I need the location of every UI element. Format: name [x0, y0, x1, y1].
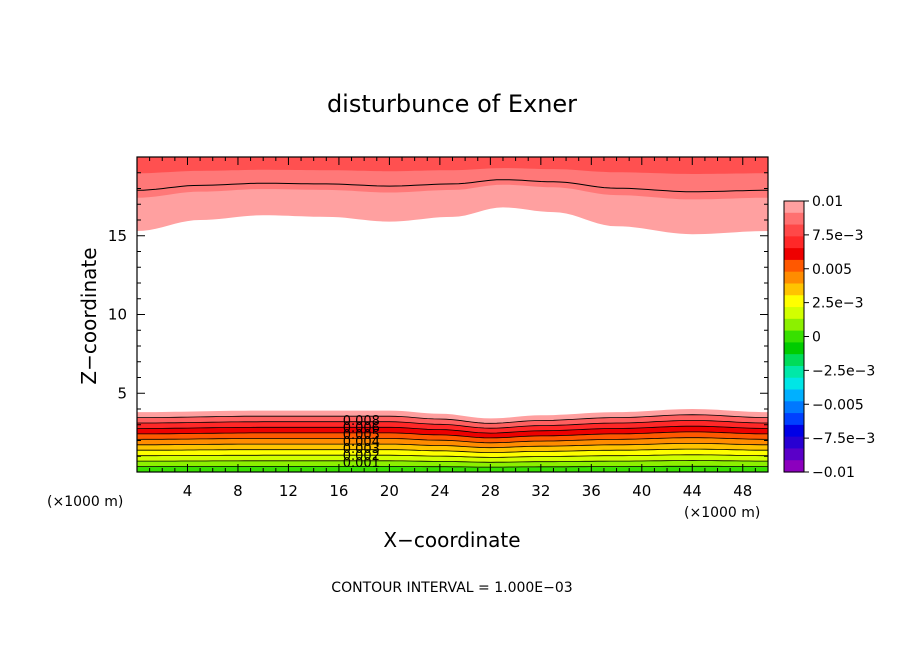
colorbar-swatch [784, 259, 804, 273]
colorbar-swatch [784, 389, 804, 402]
lower-contour-line-9 [137, 420, 768, 429]
colorbar-swatch [784, 436, 804, 450]
colorbar-tick-label: 0.01 [812, 194, 843, 210]
colorbar-tick-label: −2.5e−3 [812, 363, 875, 379]
lower-contour-line-2 [137, 460, 768, 463]
y-tick-label: 5 [117, 384, 127, 402]
contour-label: 0.005 [343, 428, 380, 443]
x-tick-label: 40 [632, 482, 651, 500]
colorbar-tick-label: −7.5e−3 [812, 431, 875, 447]
lower-contour-line-7 [137, 431, 768, 439]
upper-contour-line [137, 179, 768, 193]
lower-contour-line-1 [137, 465, 768, 468]
x-tick-label: 44 [683, 482, 702, 500]
colorbar-tick-label: 0.005 [812, 262, 852, 278]
colorbar-swatch [784, 354, 804, 367]
lower-contour-line-6 [137, 437, 768, 444]
contour-interval-note: CONTOUR INTERVAL = 1.000E−03 [331, 580, 572, 596]
contour-label: 0.003 [343, 442, 380, 457]
y-axis-title: Z−coordinate [77, 247, 101, 384]
y-tick-label: 15 [108, 227, 127, 245]
colorbar-tick-label: 0 [812, 330, 821, 346]
colorbar-swatch [784, 401, 804, 414]
x-tick-label: 16 [329, 482, 348, 500]
colorbar-swatch [784, 424, 804, 438]
x-tick-label: 32 [531, 482, 550, 500]
colorbar-swatch [784, 295, 804, 308]
colorbar-swatch [784, 460, 804, 473]
upper-contour-level-3 [137, 157, 768, 174]
colorbar-swatch [784, 342, 804, 355]
colorbar-swatch [784, 448, 804, 461]
contour-label: 0.008 [343, 414, 380, 429]
colorbar-swatch [784, 236, 804, 249]
x-tick-label: 4 [183, 482, 193, 500]
x-tick-label: 48 [733, 482, 752, 500]
lower-contour-line-8 [137, 425, 768, 434]
x-tick-label: 24 [430, 482, 449, 500]
colorbar-tick-label: 2.5e−3 [812, 296, 864, 312]
colorbar-swatch [784, 365, 804, 379]
y-tick-label: 10 [108, 306, 127, 324]
colorbar-swatch [784, 283, 804, 296]
colorbar-swatch [784, 307, 804, 320]
x-tick-label: 28 [481, 482, 500, 500]
x-tick-label: 20 [380, 482, 399, 500]
colorbar-tick-label: −0.005 [812, 397, 864, 413]
x-tick-label: 8 [233, 482, 243, 500]
colorbar-tick-label: 7.5e−3 [812, 228, 864, 244]
colorbar-swatch [784, 377, 804, 391]
colorbar-swatch [784, 330, 804, 343]
colorbar: 0.01 7.5e−3 0.005 2.5e−3 0 −2.5e−3 −0.005 −7.5e… [783, 194, 875, 481]
contour-fill-group [137, 157, 768, 472]
contour-label: 0.004 [343, 435, 380, 450]
colorbar-swatch [784, 224, 804, 237]
contour-label: 0.002 [343, 449, 380, 464]
colorbar-swatch [784, 318, 804, 332]
colorbar-swatch [784, 201, 804, 214]
lower-contour-line-10 [137, 414, 768, 424]
colorbar-swatch [784, 212, 804, 226]
x-tick-label: 12 [279, 482, 298, 500]
lower-contour-line-5 [137, 443, 768, 449]
contour-label: 0.006 [343, 421, 380, 436]
x-unit-label: (×1000 m) [684, 505, 760, 521]
y-unit-label: (×1000 m) [47, 494, 123, 510]
lower-contour-line-4 [137, 448, 768, 453]
lower-contour-line-3 [137, 454, 768, 458]
x-axis-title: X−coordinate [383, 528, 520, 552]
chart-title: disturbunce of Exner [327, 90, 577, 118]
x-tick-label: 36 [582, 482, 601, 500]
colorbar-swatch [784, 271, 804, 285]
colorbar-swatch [784, 248, 804, 261]
contour-label: 0.001 [343, 456, 380, 471]
colorbar-tick-label: −0.01 [812, 465, 855, 481]
colorbar-swatch [784, 413, 804, 426]
